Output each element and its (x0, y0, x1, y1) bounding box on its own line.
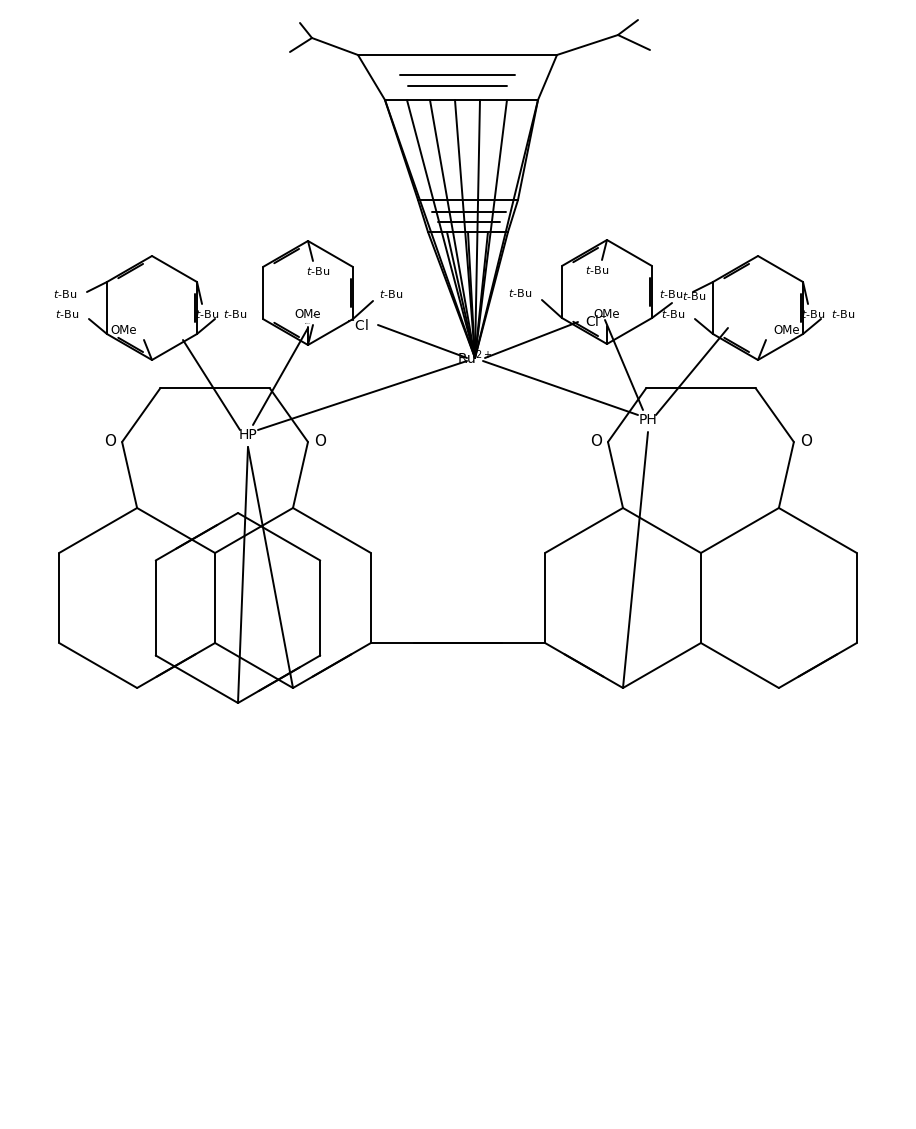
Text: $t$-Bu: $t$-Bu (53, 288, 77, 300)
Text: $t$-Bu: $t$-Bu (661, 308, 685, 320)
Text: OMe: OMe (773, 324, 800, 336)
Text: $t$-Bu: $t$-Bu (801, 308, 825, 320)
Text: O: O (590, 435, 602, 449)
Text: $t$-Bu: $t$-Bu (507, 287, 532, 299)
Text: methoxy: methoxy (313, 314, 319, 316)
Text: $t$-Bu: $t$-Bu (659, 288, 683, 300)
Text: $t$-Bu: $t$-Bu (55, 308, 79, 320)
Text: OMe: OMe (594, 307, 620, 321)
Text: HP: HP (239, 428, 257, 441)
Text: methoxy: methoxy (305, 323, 311, 324)
Text: $t$-Bu: $t$-Bu (585, 264, 609, 275)
Text: O: O (104, 435, 116, 449)
Text: OMe: OMe (295, 308, 322, 322)
Text: $t$-Bu: $t$-Bu (223, 308, 247, 320)
Text: Ru$^{2+}$: Ru$^{2+}$ (457, 349, 493, 367)
Text: PH: PH (638, 413, 658, 427)
Text: Cl$^{-}$: Cl$^{-}$ (584, 315, 607, 330)
Text: $t$-Bu: $t$-Bu (379, 288, 403, 300)
Text: $t$-Bu: $t$-Bu (682, 290, 706, 301)
Text: O: O (800, 435, 812, 449)
Text: $^{-}$Cl: $^{-}$Cl (345, 317, 368, 333)
Text: $t$-Bu: $t$-Bu (831, 308, 856, 320)
Text: O: O (314, 435, 326, 449)
Text: OMe: OMe (110, 324, 137, 336)
Text: $t$-Bu: $t$-Bu (195, 308, 219, 320)
Text: $t$-Bu: $t$-Bu (306, 265, 330, 277)
